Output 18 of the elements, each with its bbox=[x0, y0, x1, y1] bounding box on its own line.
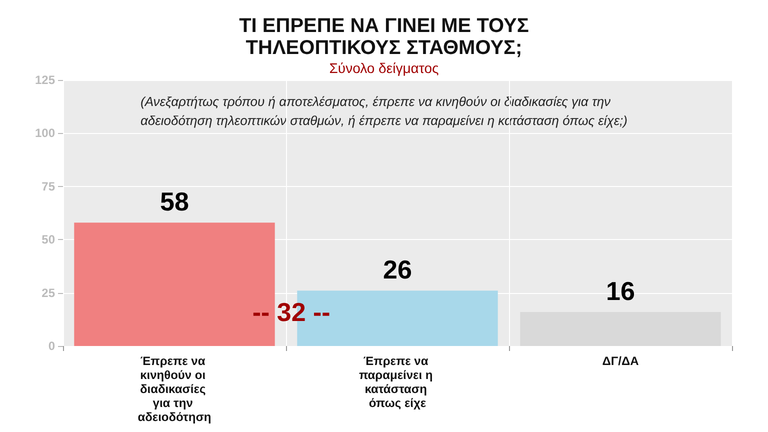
bar bbox=[520, 312, 721, 346]
chart-title: ΤΙ ΕΠΡΕΠΕ ΝΑ ΓΙΝΕΙ ΜΕ ΤΟΥΣ ΤΗΛΕΟΠΤΙΚΟΥΣ ΣΤΑΘΜΟΥΣ; bbox=[239, 15, 529, 59]
chart-subtitle: Σύνολο δείγματος bbox=[329, 60, 439, 76]
y-tick-label: 125 bbox=[34, 73, 56, 87]
bar bbox=[74, 222, 275, 346]
y-tick-label: 100 bbox=[34, 126, 56, 140]
y-tick-label: 75 bbox=[42, 179, 56, 194]
annotation: -- 32 -- bbox=[252, 297, 330, 327]
x-tick-label: ΔΓ/ΔΑ bbox=[602, 354, 640, 368]
x-tick-label: Έπρεπε να παραμείνει η κατάσταση όπως είχε bbox=[358, 354, 436, 410]
y-tick-label: 0 bbox=[48, 339, 56, 353]
data-label: 16 bbox=[606, 276, 635, 306]
data-label: 26 bbox=[383, 254, 412, 285]
y-tick-label: 50 bbox=[42, 232, 56, 247]
x-tick-label: Έπρεπε να κινηθούν οι διαδικασίες για την αδειοδότηση bbox=[138, 354, 212, 424]
y-tick-label: 25 bbox=[42, 286, 56, 300]
annotation: (Ανεξαρτήτως τρόπου ή αποτελέσματος, έπρεπε να κινηθούν οι διαδικασίες για την αδειοδότηση τηλεοπτικών σταθμών, ή έπρεπε να παραμείνει η κατάσταση όπως είχε;) bbox=[140, 94, 628, 128]
data-label: 58 bbox=[160, 186, 189, 217]
